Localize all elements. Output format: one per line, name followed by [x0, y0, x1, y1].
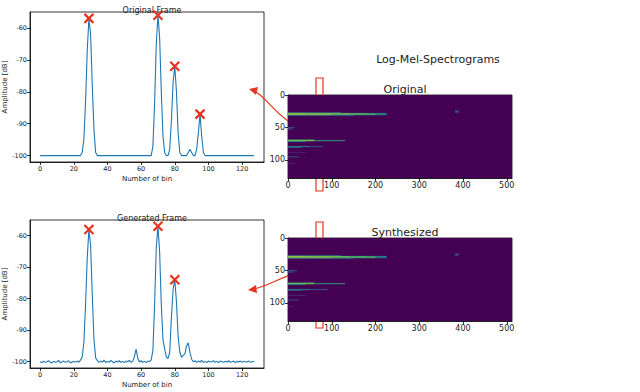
- svg-text:20: 20: [70, 371, 78, 379]
- svg-text:40: 40: [103, 165, 111, 173]
- svg-text:500: 500: [499, 324, 514, 333]
- svg-text:-60: -60: [16, 232, 27, 240]
- svg-text:Number of bin: Number of bin: [122, 175, 172, 183]
- svg-text:80: 80: [171, 165, 179, 173]
- svg-text:-90: -90: [16, 326, 27, 334]
- svg-text:Generated Frame: Generated Frame: [117, 214, 187, 223]
- svg-text:Original Frame: Original Frame: [123, 6, 182, 15]
- svg-text:20: 20: [70, 165, 78, 173]
- svg-text:40: 40: [103, 371, 111, 379]
- svg-text:100: 100: [270, 298, 285, 307]
- svg-text:Amplitude [dB]: Amplitude [dB]: [1, 60, 9, 113]
- svg-text:80: 80: [171, 371, 179, 379]
- svg-text:100: 100: [324, 324, 339, 333]
- svg-text:120: 120: [236, 371, 248, 379]
- svg-text:-90: -90: [16, 120, 27, 128]
- svg-text:Log-Mel-Spectrograms: Log-Mel-Spectrograms: [376, 53, 500, 66]
- svg-text:-100: -100: [12, 152, 27, 160]
- svg-text:400: 400: [455, 324, 470, 333]
- svg-text:100: 100: [202, 371, 214, 379]
- svg-text:Synthesized: Synthesized: [372, 226, 439, 239]
- svg-text:100: 100: [324, 181, 339, 190]
- svg-text:120: 120: [236, 165, 248, 173]
- svg-text:400: 400: [455, 181, 470, 190]
- svg-text:100: 100: [202, 165, 214, 173]
- svg-text:300: 300: [412, 324, 427, 333]
- svg-text:60: 60: [137, 371, 145, 379]
- svg-text:500: 500: [499, 181, 514, 190]
- svg-text:50: 50: [275, 266, 285, 275]
- svg-text:0: 0: [38, 165, 42, 173]
- svg-text:0: 0: [280, 91, 285, 100]
- svg-text:-80: -80: [16, 295, 27, 303]
- svg-text:200: 200: [368, 324, 383, 333]
- svg-text:Number of bin: Number of bin: [122, 381, 172, 389]
- svg-text:200: 200: [368, 181, 383, 190]
- svg-text:60: 60: [137, 165, 145, 173]
- svg-text:50: 50: [275, 123, 285, 132]
- svg-text:0: 0: [285, 181, 290, 190]
- svg-text:-80: -80: [16, 88, 27, 96]
- svg-text:0: 0: [38, 371, 42, 379]
- svg-text:300: 300: [412, 181, 427, 190]
- svg-text:0: 0: [280, 234, 285, 243]
- svg-text:Amplitude [dB]: Amplitude [dB]: [1, 267, 9, 320]
- svg-text:-70: -70: [16, 56, 27, 64]
- svg-text:-100: -100: [12, 358, 27, 366]
- svg-text:-70: -70: [16, 263, 27, 271]
- svg-text:100: 100: [270, 155, 285, 164]
- svg-text:Original: Original: [383, 83, 426, 96]
- svg-text:0: 0: [285, 324, 290, 333]
- svg-text:-60: -60: [16, 24, 27, 32]
